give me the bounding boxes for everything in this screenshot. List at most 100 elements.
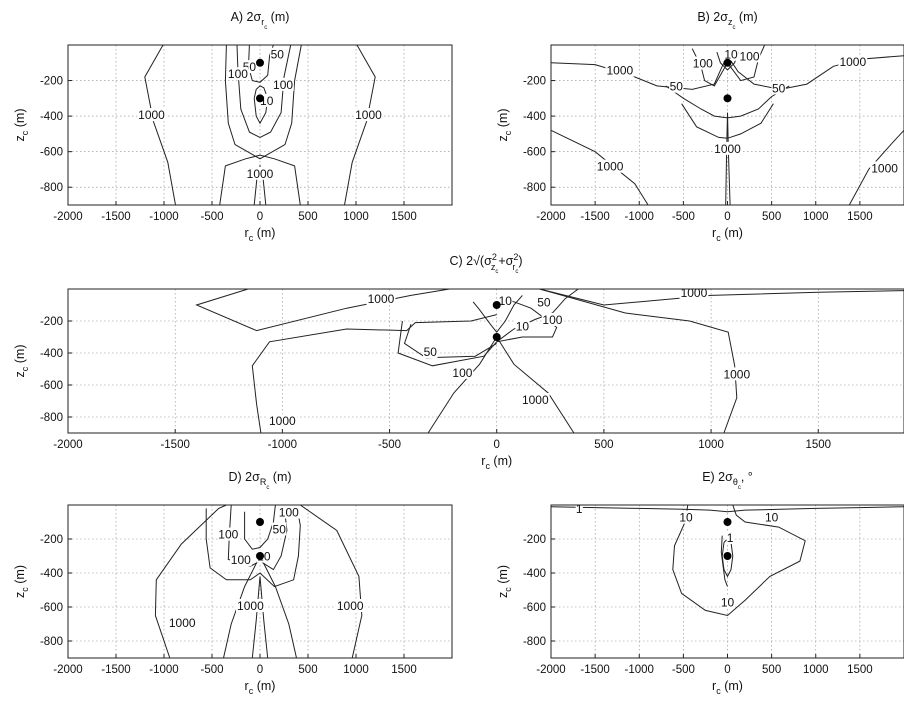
y-axis-label: zc (m): [496, 109, 513, 142]
panel-title: D) 2σRc (m): [228, 470, 291, 491]
contour-line: [244, 504, 276, 550]
station-marker: [723, 58, 732, 67]
contours: [550, 44, 904, 206]
contour-label: 100: [542, 313, 562, 327]
grid: [551, 505, 904, 658]
contour-label: 1000: [355, 108, 382, 122]
contour-label-bg: [575, 502, 583, 516]
x-axis-label: rc (m): [712, 679, 743, 696]
contour-line: [720, 535, 728, 587]
contour-label-bg: [451, 365, 474, 379]
contour-label: 1: [727, 531, 734, 545]
contour-line: [539, 288, 738, 434]
y-tick-label: -600: [523, 602, 546, 614]
contour-label-bg: [605, 63, 635, 77]
contour-label-bg: [541, 313, 564, 326]
contour-label-bg: [272, 522, 287, 536]
contour-label-bg: [536, 295, 552, 309]
contour-label-bg: [267, 413, 297, 427]
contour-label-bg: [423, 345, 438, 358]
x-tick-label: 500: [298, 664, 317, 676]
x-tick-label: 500: [298, 211, 317, 223]
plot-frame: [67, 288, 904, 434]
contour-label: 1000: [138, 108, 165, 122]
station-marker: [256, 58, 264, 67]
contour-label-bg: [691, 56, 714, 70]
station-marker: [723, 94, 732, 103]
contour-label: 1000: [337, 599, 364, 613]
contour-label-bg: [498, 293, 513, 307]
contour-label-bg: [764, 510, 779, 524]
x-tick-label: -2000: [53, 439, 82, 451]
station-marker: [256, 518, 264, 526]
x-tick-label: 1500: [847, 664, 873, 676]
y-tick-label: -200: [40, 316, 63, 328]
contour-label-bg: [278, 505, 300, 519]
x-tick-label: -1000: [268, 439, 297, 451]
contour-label: 1000: [606, 64, 633, 78]
y-tick-label: -600: [40, 147, 63, 159]
contour-label: 1000: [839, 55, 866, 69]
contour-label-bg: [270, 47, 285, 61]
y-tick-label: -400: [40, 111, 63, 123]
x-tick-label: 0: [494, 439, 500, 451]
y-tick-label: -800: [40, 636, 63, 648]
contour-label-bg: [595, 159, 625, 173]
contour-label-bg: [366, 292, 396, 306]
contour-label: 100: [231, 553, 251, 567]
contour-label: 100: [452, 366, 472, 380]
y-tick-label: -800: [40, 182, 63, 194]
contour-label-bg: [738, 49, 761, 63]
x-axis-label: rc (m): [481, 454, 512, 471]
contour-line: [219, 154, 301, 206]
contour-label-bg: [354, 108, 383, 122]
station-marker: [256, 552, 264, 560]
x-tick-label: -1500: [580, 211, 609, 223]
stations: [256, 518, 264, 560]
station-marker: [492, 301, 501, 309]
contour-line: [300, 504, 363, 659]
x-tick-label: 0: [724, 664, 730, 676]
contour-label-bg: [227, 67, 249, 81]
x-tick-label: -1000: [149, 211, 178, 223]
x-tick-label: -500: [200, 664, 223, 676]
contour-label: 10: [516, 319, 530, 333]
contour-line: [550, 506, 904, 513]
y-tick-label: -600: [523, 147, 546, 159]
contour-line: [224, 44, 302, 160]
contour-label: 1000: [269, 414, 296, 428]
y-tick-label: -400: [40, 568, 63, 580]
grid: [68, 45, 452, 205]
y-tick-label: -400: [523, 568, 546, 580]
contour-line: [344, 44, 376, 206]
contour-label: 50: [670, 80, 684, 94]
contour-labels: 1000 1000 1000 1000 1000 100 100 50 50 10: [595, 47, 899, 175]
x-tick-label: -1500: [101, 664, 130, 676]
contour-label-bg: [167, 616, 197, 629]
contour-label: 100: [279, 506, 299, 520]
y-tick-label: -600: [40, 602, 63, 614]
contour-label: 100: [273, 78, 293, 92]
contour-line: [848, 129, 904, 206]
y-axis-label: zc (m): [13, 109, 30, 142]
contour-line: [251, 576, 269, 659]
y-tick-label: -800: [523, 636, 546, 648]
contour-label: 50: [772, 81, 786, 95]
x-tick-label: 1000: [803, 664, 829, 676]
x-axis-label: rc (m): [712, 226, 743, 243]
contour-label: 50: [424, 345, 438, 359]
x-tick-label: -1500: [580, 664, 609, 676]
x-tick-label: 0: [257, 664, 263, 676]
contour-label-bg: [723, 47, 739, 61]
contour-labels: 10 10 1 1 10: [575, 502, 779, 610]
y-axis-label: zc (m): [13, 345, 30, 378]
contour-label-bg: [669, 79, 684, 93]
contour-label-bg: [870, 161, 899, 175]
grid: [68, 289, 904, 433]
x-tick-label: -500: [672, 211, 695, 223]
